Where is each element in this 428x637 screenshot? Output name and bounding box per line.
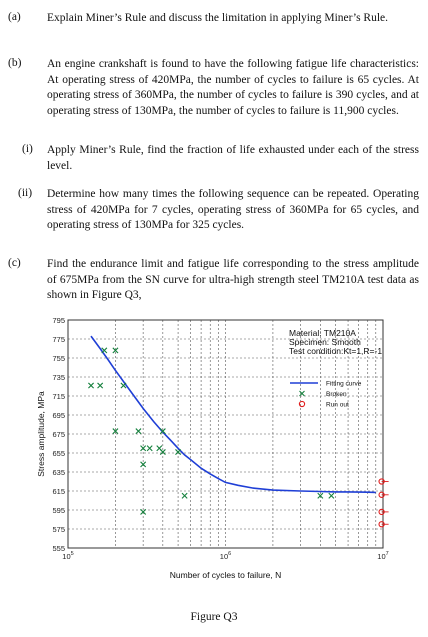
y-tick-label: 675 [52, 430, 65, 439]
question-b-label: (b) [8, 57, 22, 69]
question-b-ii-label: (ii) [18, 187, 33, 199]
y-tick-label: 715 [52, 392, 65, 401]
broken-point [175, 449, 182, 456]
broken-point [120, 382, 127, 389]
y-tick-labels: 555 575 595 615 635 655 675 695 715 735 755 775 795 [52, 316, 65, 553]
question-c-text: Find the endurance limit and fatigue lif… [47, 258, 419, 302]
fitting-curve [90, 335, 376, 494]
broken-point [159, 428, 166, 435]
x-tick-label: 107 [377, 551, 388, 561]
broken-point [88, 382, 95, 389]
y-tick-label: 755 [52, 354, 65, 363]
broken-point [97, 382, 104, 389]
figure-caption: Figure Q3 [190, 611, 238, 623]
broken-point [328, 492, 335, 499]
question-b-i-label: (i) [22, 143, 33, 155]
x-tick-exponent: 7 [386, 551, 389, 557]
x-tick-exponent: 5 [71, 551, 74, 557]
broken-point [140, 508, 147, 515]
legend-x-swatch [299, 390, 305, 397]
broken-point [101, 347, 108, 354]
broken-point [140, 445, 147, 452]
legend-label: Run out [326, 402, 349, 409]
x-tick-label: 105 [62, 551, 73, 561]
question-b-ii-text: Determine how many times the following s… [47, 188, 419, 232]
y-axis-label: Stress amplitude, MPa [36, 391, 46, 477]
legend-label: Fitting curve [326, 381, 362, 388]
broken-point [159, 449, 166, 456]
y-tick-label: 775 [52, 335, 65, 344]
broken-point [181, 492, 188, 499]
broken-point [112, 347, 119, 354]
x-tick-labels: 105 106 107 [62, 551, 388, 561]
question-a-label: (a) [8, 11, 21, 23]
runout-points [378, 478, 389, 528]
broken-point [140, 461, 147, 468]
broken-point [317, 492, 324, 499]
info-line: Material: TM210A [289, 328, 356, 338]
broken-point [146, 445, 153, 452]
broken-point [135, 428, 142, 435]
chart-grid [68, 320, 383, 548]
y-tick-label: 615 [52, 487, 65, 496]
broken-point [112, 428, 119, 435]
x-tick-exponent: 6 [228, 551, 231, 557]
y-tick-label: 575 [52, 525, 65, 534]
question-c-label: (c) [8, 257, 21, 269]
chart-legend: Fitting curve Broken Run out [290, 381, 362, 409]
x-tick-label: 106 [220, 551, 231, 561]
broken-points [88, 347, 335, 515]
legend-o-swatch [298, 400, 306, 408]
question-a-text: Explain Miner’s Rule and discuss the lim… [47, 12, 389, 24]
y-tick-label: 795 [52, 316, 65, 325]
y-tick-label: 555 [52, 544, 65, 553]
question-b-i-text: Apply Miner’s Rule, find the fraction of… [47, 144, 419, 172]
x-axis-label: Number of cycles to failure, N [170, 570, 281, 580]
y-tick-label: 655 [52, 449, 65, 458]
y-tick-label: 595 [52, 506, 65, 515]
info-line: Specimen: Smooth [289, 337, 361, 347]
y-tick-label: 635 [52, 468, 65, 477]
info-line: Test condition:Kt=1,R=-1 [289, 346, 382, 356]
plot-frame [67, 319, 384, 549]
question-b-text: An engine crankshaft is found to have th… [47, 58, 419, 117]
legend-label: Broken [326, 391, 347, 398]
y-tick-label: 735 [52, 373, 65, 382]
y-tick-label: 695 [52, 411, 65, 420]
